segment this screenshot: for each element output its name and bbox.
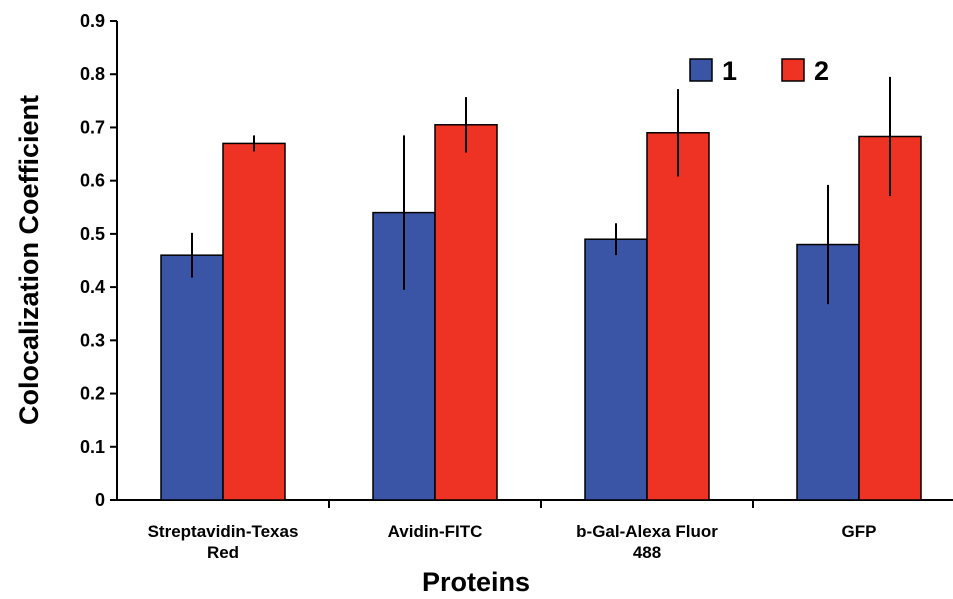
y-tick-label: 0.1 <box>80 437 105 457</box>
x-axis: Streptavidin-Texas Red Avidin-FITC b-Gal-Al… <box>117 499 953 562</box>
bar-series-2 <box>646 132 710 501</box>
x-tick-label: GFP <box>842 522 877 541</box>
y-tick-label: 0.9 <box>80 11 105 31</box>
x-tick-label-line: 488 <box>633 543 661 562</box>
x-tick-label-line: GFP <box>842 522 877 541</box>
x-tick-label-line: Red <box>207 543 239 562</box>
y-tick-label: 0.3 <box>80 330 105 350</box>
bar-series-2 <box>858 135 922 501</box>
bar-series-1 <box>584 238 648 501</box>
legend-label-1: 1 <box>722 56 737 86</box>
bar-series-2 <box>434 124 498 501</box>
x-tick-label: Avidin-FITC <box>388 522 483 541</box>
y-tick-label: 0.7 <box>80 117 105 137</box>
y-tick-label: 0.8 <box>80 64 105 84</box>
legend-label-2: 2 <box>814 56 829 86</box>
bars <box>160 124 922 501</box>
y-tick-label: 0.2 <box>80 384 105 404</box>
x-tick-label-line: b-Gal-Alexa Fluor <box>576 522 718 541</box>
legend-swatch-2 <box>781 58 805 82</box>
bar-series-2 <box>222 142 286 501</box>
x-tick-label-line: Streptavidin-Texas <box>148 522 299 541</box>
y-tick-label: 0.6 <box>80 171 105 191</box>
legend-swatch-1 <box>689 58 713 82</box>
y-tick-label: 0 <box>95 490 105 510</box>
x-tick-label: b-Gal-Alexa Fluor 488 <box>576 522 718 562</box>
y-tick-label: 0.5 <box>80 224 105 244</box>
x-tick-label: Streptavidin-Texas Red <box>148 522 299 562</box>
y-axis: 0 0.1 0.2 0.3 0.4 0.5 0.6 0.7 0.8 0.9 <box>80 11 118 510</box>
y-axis-title: Colocalization Coefficient <box>14 95 44 425</box>
x-tick-label-line: Avidin-FITC <box>388 522 483 541</box>
y-tick-label: 0.4 <box>80 277 105 297</box>
bar-series-1 <box>160 254 224 501</box>
x-axis-title: Proteins <box>422 567 530 597</box>
error-bars <box>191 76 891 305</box>
